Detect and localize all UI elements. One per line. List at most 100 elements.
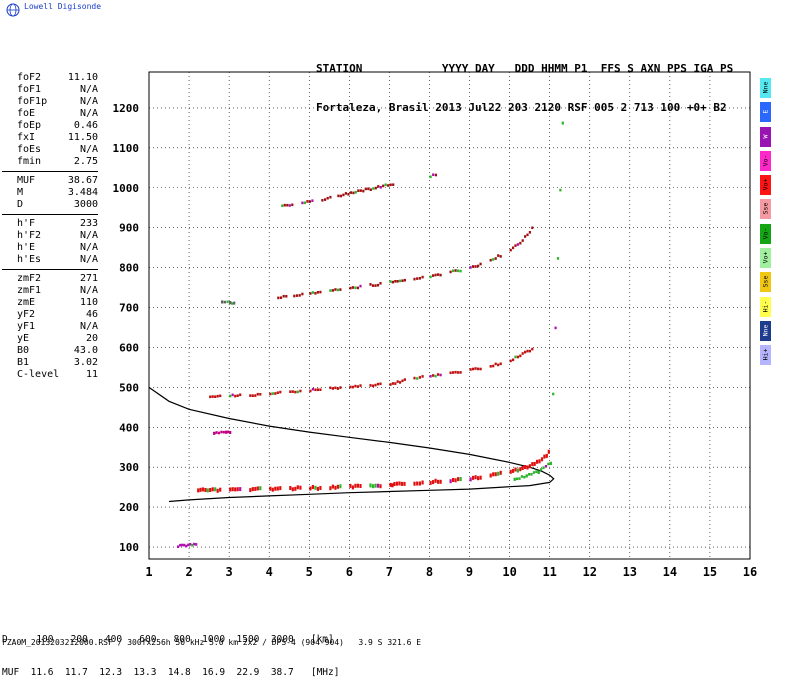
trace-point [324,198,327,201]
legend-swatch: Sse [760,272,771,293]
trace-point [540,457,544,462]
trace-point [281,204,284,207]
trace-point [379,484,382,489]
trace-point [520,475,523,478]
trace-point [236,394,239,397]
polarization-legend: Nne E W Vo- Vo+ Sse Vo- Vo+ Sse Hi- Nne Hi+ [760,78,772,370]
trace-point [399,381,402,384]
trace-point [274,392,277,395]
trace-point [512,246,515,250]
trace-point [474,367,477,370]
x-tick-label: 8 [426,565,433,579]
legend-label: Sse [761,276,770,288]
trace-point [472,367,475,371]
trace-point [204,488,207,492]
trace-point [309,292,312,295]
trace-point [223,300,226,304]
legend-label: Nne [761,81,770,94]
trace-point [316,486,319,491]
param-value: 2.75 [73,156,98,167]
trace-point [369,283,372,286]
param-name: M [17,187,24,198]
x-tick-label: 2 [185,565,192,579]
legend-label: Vo- [761,154,770,167]
trace-point [396,380,399,383]
legend-swatch: E [760,102,771,123]
legend-swatch: Sse [760,199,771,220]
trace-point [416,481,419,486]
trace-point [339,386,342,389]
trace-point [299,485,302,490]
trace-point [432,173,435,176]
trace-point [359,189,362,192]
x-tick-label: 11 [542,565,556,579]
trace-point [371,484,375,489]
trace-point [518,477,521,480]
trace-point [532,471,535,474]
trace-point [537,470,540,474]
trace-point [329,486,332,491]
trace-point [374,383,377,387]
trace-point [457,477,460,482]
y-tick-label: 800 [119,262,139,275]
trace-3 [281,173,437,207]
trace-point [291,203,294,207]
trace-point [544,465,548,468]
trace-point [382,184,385,188]
param-row: foF1 N/A [2,84,98,96]
trace-point [477,367,480,371]
param-value: N/A [79,84,98,95]
trace-point [183,543,186,547]
trace-point [392,183,395,186]
trace-point [349,191,352,194]
trace-point [311,291,314,294]
trace-point [545,453,548,458]
trace-point [521,239,524,242]
trace-point [439,479,442,484]
trace-point [334,386,337,390]
trace-point [524,350,527,354]
trace-point [354,384,357,388]
trace-point [249,488,252,493]
trace-point [254,486,257,491]
trace-point [177,545,180,548]
trace-point [457,269,460,273]
trace-point [274,486,277,491]
trace-point [336,387,339,390]
trace-point [457,371,460,374]
legend-label: W [761,134,770,139]
trace-point [547,462,550,466]
trace-point [185,544,188,548]
legend-swatch: Vo- [760,223,771,244]
trace-point [523,475,526,479]
trace-point [469,368,472,371]
param-name: B0 [17,345,30,356]
trace-point [459,371,462,374]
trace-point [282,294,285,298]
trace-point [339,194,342,198]
param-value: 38.67 [67,175,98,186]
trace-point [512,468,515,473]
param-value: N/A [79,285,98,296]
trace-point [526,349,529,353]
y-tick-label: 1200 [113,102,140,115]
param-row: B0 43.0 [2,345,98,357]
trace-point [334,485,337,490]
trace-point [391,382,394,385]
param-row: h'F2 N/A [2,230,98,242]
trace-point [549,462,552,465]
trace-point [311,387,314,391]
y-tick-label: 100 [119,541,139,554]
echo-traces [177,121,564,548]
trace-point [319,388,322,391]
trace-point [403,278,406,282]
trace-point [377,185,380,188]
trace-point [234,487,237,492]
logo-label: Lowell Digisonde [24,2,102,11]
trace-point [454,478,457,483]
param-group-profile: zmF2 271 zmF1 N/A zmE 110 yF2 46 yF1 N/A yE 20 B0 43.… [2,273,98,381]
param-name: fxI [17,132,36,143]
param-name: yF1 [17,321,36,332]
trace-point [351,385,354,389]
trace-point [413,376,416,380]
